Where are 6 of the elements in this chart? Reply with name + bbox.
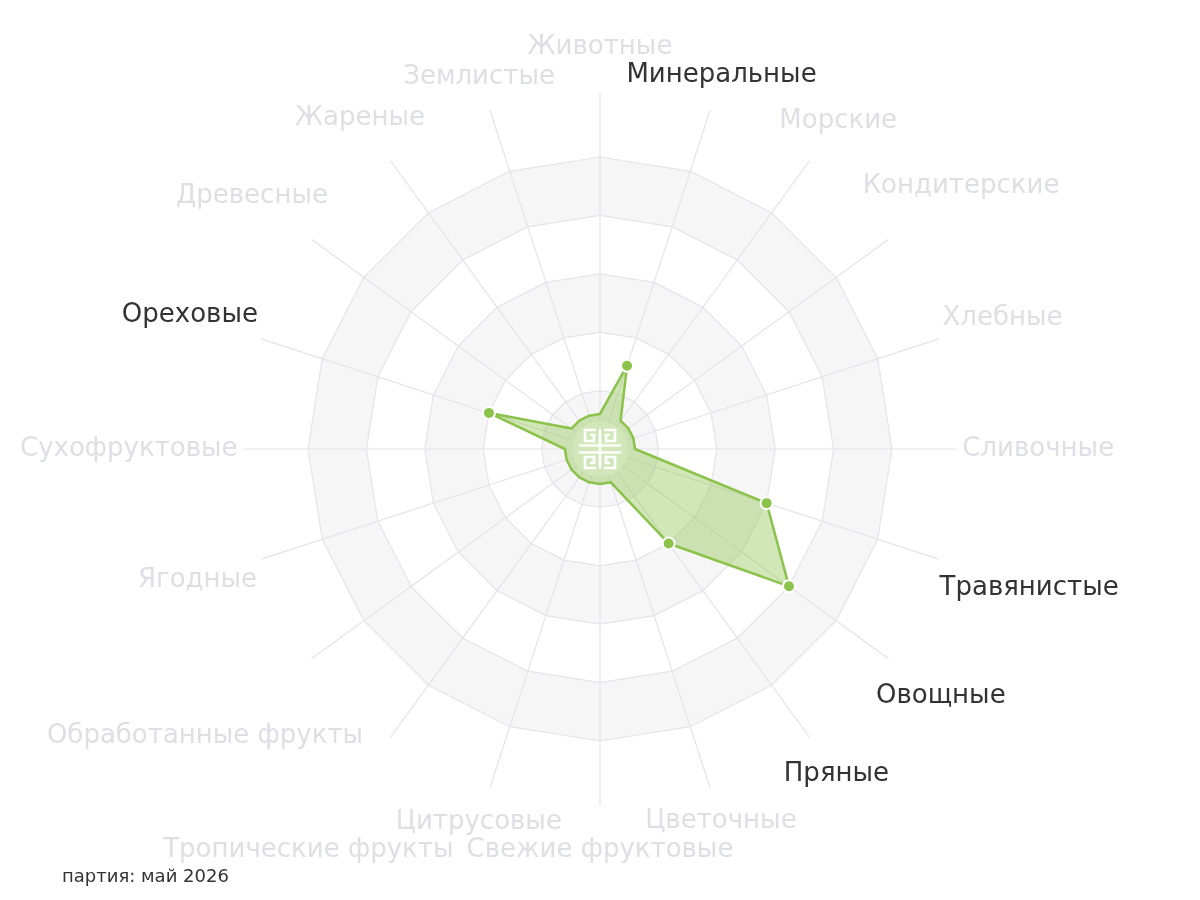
spoke-label: Ореховые: [121, 298, 258, 329]
spoke-label: Пряные: [783, 757, 890, 788]
spoke-label: Овощные: [875, 679, 1006, 710]
spoke-label: Травянистые: [938, 571, 1119, 602]
text: партия: май 2026: [62, 864, 229, 886]
spoke-label: Минеральные: [626, 57, 817, 88]
